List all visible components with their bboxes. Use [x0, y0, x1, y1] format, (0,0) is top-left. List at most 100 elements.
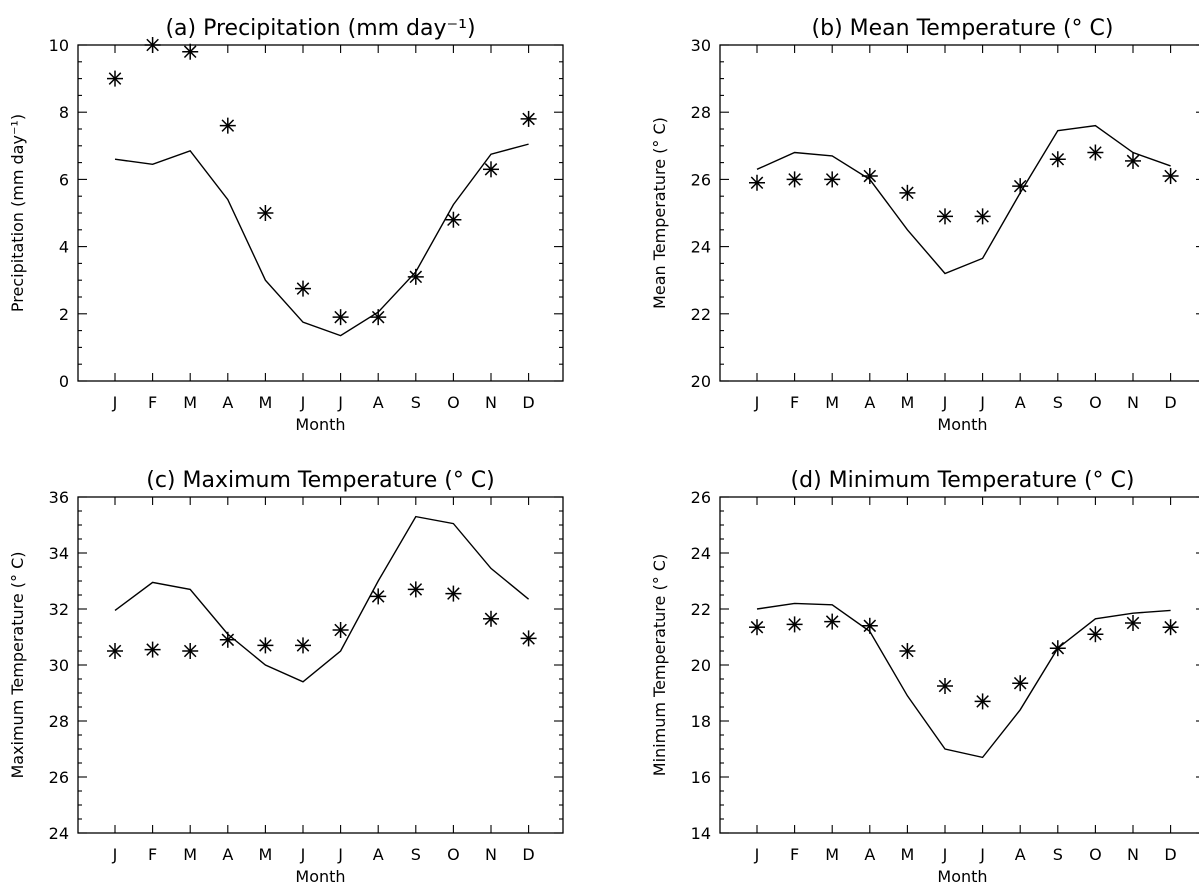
x-tick-label: J [112, 845, 118, 864]
x-tick-label: F [148, 393, 157, 412]
panel-d: J F M A M J J A S O N D 14 16 18 20 22 24 26 (d) Minimum Te… [650, 468, 1199, 885]
x-tick-label: J [112, 393, 118, 412]
y-tick-label: 0 [59, 372, 69, 391]
asterisk-marker [332, 622, 349, 638]
asterisk-marker [1087, 144, 1104, 161]
x-tick-label: A [222, 393, 233, 412]
y-axis-label: Minimum Temperature (° C) [650, 554, 669, 776]
x-tick-label: J [300, 393, 306, 412]
y-tick-label: 28 [691, 103, 711, 122]
x-tick-label: J [300, 845, 306, 864]
panel-a: J F M A M J J A S O N D 0 2 4 6 8 10 (a) Precipitation (mm… [8, 16, 564, 434]
x-tick-label: D [522, 845, 534, 864]
y-tick-label: 30 [49, 656, 69, 675]
asterisk-marker [861, 617, 878, 634]
asterisk-marker [445, 211, 462, 228]
x-tick-label: M [900, 393, 914, 412]
x-axis-label: Month [937, 867, 987, 885]
x-tick-label: F [148, 845, 157, 864]
x-tick-label: M [825, 845, 839, 864]
y-tick-label: 22 [691, 600, 711, 619]
x-tick-label: M [183, 845, 197, 864]
x-tick-label: J [979, 393, 985, 412]
x-tick-label: O [447, 393, 460, 412]
y-tick-label: 30 [691, 36, 711, 55]
x-tick-label: F [790, 845, 799, 864]
x-tick-label: J [337, 845, 343, 864]
x-axis-label: Month [295, 415, 345, 434]
plot-frame [77, 496, 564, 834]
asterisk-marker [749, 174, 765, 191]
asterisk-marker [1012, 675, 1029, 692]
asterisk-marker [332, 309, 349, 326]
asterisk-marker [749, 619, 765, 636]
asterisk-marker [899, 643, 916, 659]
asterisk-marker [257, 637, 274, 654]
asterisk-marker [1125, 615, 1141, 631]
plot-frame [719, 44, 1199, 382]
asterisk-marker [144, 641, 161, 658]
asterisk-marker [1012, 178, 1029, 195]
asterisk-marker [219, 631, 236, 648]
asterisk-marker [824, 613, 841, 630]
asterisk-marker [861, 168, 878, 185]
asterisk-marker [407, 581, 424, 598]
panel-title: (c) Maximum Temperature (° C) [146, 468, 495, 493]
asterisk-marker [786, 171, 803, 188]
series-line [756, 124, 1171, 275]
series-line [114, 143, 529, 337]
x-tick-label: N [1127, 393, 1139, 412]
x-tick-label: M [258, 393, 272, 412]
x-tick-label: O [447, 845, 460, 864]
asterisk-marker [1162, 619, 1179, 636]
y-tick-label: 24 [691, 544, 711, 563]
y-tick-label: 24 [691, 238, 711, 257]
x-axis-label: Month [937, 415, 987, 434]
x-tick-label: A [864, 845, 875, 864]
y-tick-label: 28 [49, 712, 69, 731]
x-tick-label: J [754, 845, 760, 864]
asterisk-marker [1087, 626, 1104, 643]
asterisk-marker [974, 208, 991, 225]
x-tick-label: N [1127, 845, 1139, 864]
series-line [756, 602, 1171, 759]
asterisk-marker [483, 161, 499, 178]
x-tick-label: A [373, 393, 384, 412]
x-tick-label: S [1053, 393, 1063, 412]
y-tick-label: 18 [691, 712, 711, 731]
y-tick-label: 16 [691, 768, 711, 787]
asterisk-marker [370, 309, 387, 326]
x-tick-label: J [942, 845, 948, 864]
asterisk-marker [1125, 152, 1141, 169]
asterisk-marker [144, 37, 161, 53]
x-tick-label: F [790, 393, 799, 412]
asterisk-marker [1162, 168, 1179, 185]
x-tick-label: M [258, 845, 272, 864]
asterisk-marker [1049, 640, 1066, 657]
y-tick-label: 26 [691, 170, 711, 189]
panel-c: J F M A M J J A S O N D 24 26 28 30 32 34 36 (c) Maximum Te… [8, 468, 564, 885]
series-line [114, 515, 530, 683]
panel-title: (d) Minimum Temperature (° C) [791, 468, 1135, 493]
x-tick-label: S [1053, 845, 1063, 864]
asterisk-marker [786, 616, 803, 633]
asterisk-marker [107, 70, 123, 87]
asterisk-marker [1049, 151, 1066, 168]
x-axis-label: Month [295, 867, 345, 885]
asterisk-marker [445, 585, 462, 602]
y-axis-label: Precipitation (mm day⁻¹) [8, 114, 27, 312]
y-tick-label: 36 [49, 488, 69, 507]
asterisk-marker [295, 637, 311, 654]
asterisk-marker [937, 678, 953, 694]
x-tick-label: J [754, 393, 760, 412]
y-tick-label: 20 [691, 656, 711, 675]
asterisk-marker [937, 208, 953, 225]
x-tick-label: D [1164, 393, 1176, 412]
asterisk-marker [182, 43, 199, 60]
x-tick-label: J [979, 845, 985, 864]
x-tick-label: M [183, 393, 197, 412]
panel-title: (b) Mean Temperature (° C) [812, 16, 1114, 41]
x-tick-label: J [337, 393, 343, 412]
y-tick-label: 8 [59, 103, 69, 122]
